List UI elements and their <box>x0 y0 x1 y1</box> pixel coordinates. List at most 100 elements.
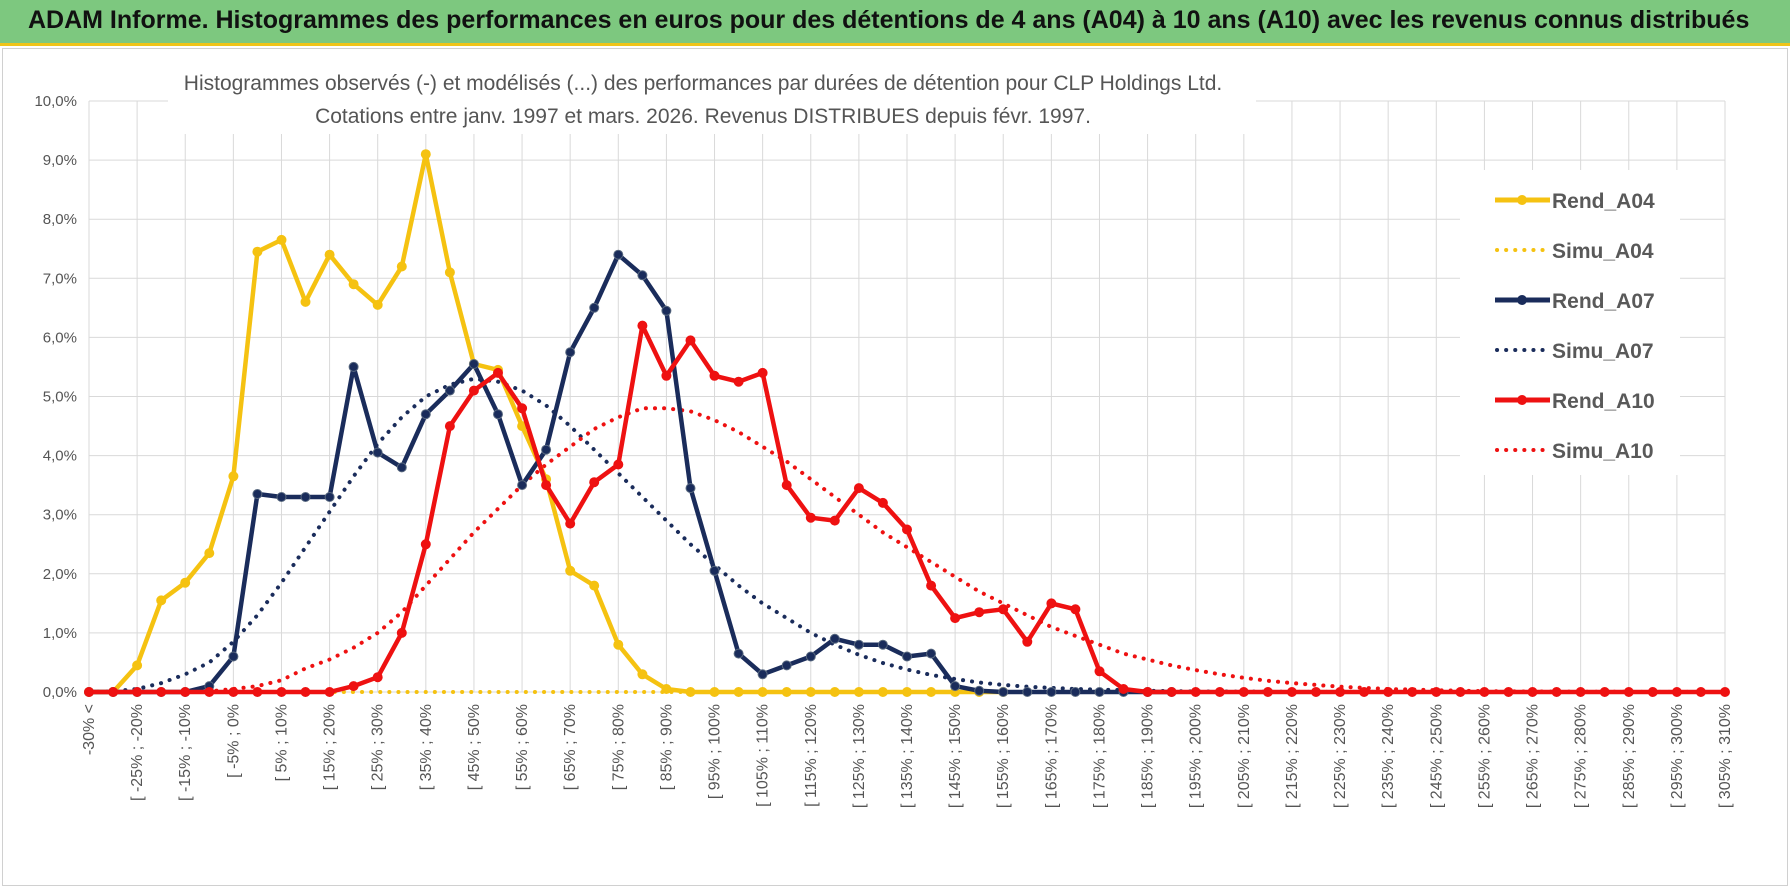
x-tick-label: [ -25% ; -20% <box>129 704 146 801</box>
data-point-rend_a07 <box>877 639 888 650</box>
data-point-rend_a07 <box>396 462 407 473</box>
data-point-rend_a10 <box>1407 687 1418 697</box>
data-point-rend_a04 <box>300 296 311 307</box>
data-point-rend_a10 <box>1022 636 1033 647</box>
x-tick-label: [ 305% ; 310% <box>1717 704 1734 808</box>
data-point-rend_a10 <box>829 515 840 526</box>
x-tick-label: [ 275% ; 280% <box>1573 704 1590 808</box>
x-tick-label: [ 155% ; 160% <box>995 704 1012 808</box>
data-point-rend_a04 <box>637 669 648 680</box>
x-tick-label: [ -5% ; 0% <box>225 704 242 778</box>
data-point-rend_a10 <box>637 320 648 331</box>
data-point-rend_a10 <box>84 687 94 697</box>
data-point-rend_a10 <box>902 524 912 535</box>
data-point-rend_a04 <box>204 548 215 559</box>
data-point-rend_a10 <box>1094 666 1105 677</box>
data-point-rend_a07 <box>926 648 937 659</box>
data-point-rend_a10 <box>1647 687 1658 697</box>
x-tick-label: [ 125% ; 130% <box>851 704 868 808</box>
plot-title-background <box>168 66 1256 134</box>
data-point-rend_a07 <box>685 483 696 494</box>
x-tick-label: [ 215% ; 220% <box>1284 704 1301 808</box>
y-tick-label: 5,0% <box>43 389 77 406</box>
data-point-rend_a10 <box>1214 687 1225 697</box>
x-tick-label: [ 245% ; 250% <box>1428 704 1445 808</box>
data-point-rend_a07 <box>733 648 744 659</box>
data-point-rend_a10 <box>1575 687 1586 697</box>
data-point-rend_a07 <box>829 633 840 644</box>
data-point-rend_a04 <box>853 687 864 697</box>
data-point-rend_a10 <box>1503 687 1514 697</box>
data-point-rend_a10 <box>493 367 503 378</box>
legend-label-simu_a07: Simu_A07 <box>1552 340 1654 363</box>
data-point-rend_a04 <box>926 687 937 697</box>
data-point-rend_a04 <box>348 279 359 290</box>
x-tick-label: [ 15% ; 20% <box>322 704 339 790</box>
data-point-rend_a07 <box>493 409 503 420</box>
data-point-rend_a07 <box>805 651 816 662</box>
data-point-rend_a07 <box>372 447 383 458</box>
data-point-rend_a10 <box>1479 687 1490 697</box>
data-point-rend_a07 <box>228 651 239 662</box>
data-point-rend_a04 <box>252 246 263 257</box>
data-point-rend_a10 <box>1359 687 1370 697</box>
x-tick-label: [ 45% ; 50% <box>466 704 483 790</box>
x-tick-label: [ 5% ; 10% <box>273 704 290 781</box>
data-point-rend_a10 <box>1311 687 1321 697</box>
y-tick-label: 9,0% <box>43 152 77 169</box>
data-point-rend_a10 <box>396 627 407 638</box>
data-point-rend_a10 <box>781 480 792 491</box>
data-point-rend_a04 <box>132 660 143 671</box>
x-tick-label: -30% < <box>81 704 98 755</box>
legend-label-simu_a10: Simu_A10 <box>1552 440 1654 463</box>
data-point-rend_a04 <box>757 687 768 697</box>
data-point-rend_a10 <box>877 497 888 508</box>
data-point-rend_a04 <box>372 299 383 310</box>
data-point-rend_a04 <box>396 261 407 272</box>
data-point-rend_a10 <box>300 687 311 697</box>
data-point-rend_a10 <box>926 580 937 591</box>
data-point-rend_a10 <box>1262 687 1273 697</box>
legend-label-rend_a10: Rend_A10 <box>1552 390 1655 413</box>
data-point-rend_a10 <box>998 604 1009 615</box>
legend-label-rend_a04: Rend_A04 <box>1552 190 1655 213</box>
data-point-rend_a10 <box>805 512 816 523</box>
data-point-rend_a04 <box>156 595 167 606</box>
x-tick-label: [ 95% ; 100% <box>707 704 724 799</box>
y-tick-label: 8,0% <box>43 211 77 228</box>
y-tick-label: 6,0% <box>43 329 77 346</box>
x-tick-label: [ 295% ; 300% <box>1669 704 1686 808</box>
data-point-rend_a04 <box>733 687 744 697</box>
data-point-rend_a04 <box>805 687 816 697</box>
x-tick-label: [ 225% ; 230% <box>1332 704 1349 808</box>
x-tick-label: [ 75% ; 80% <box>610 704 627 790</box>
data-point-rend_a10 <box>420 539 431 550</box>
data-point-rend_a07 <box>1046 687 1057 697</box>
data-point-rend_a10 <box>1455 687 1466 697</box>
data-point-rend_a10 <box>1695 687 1706 697</box>
data-point-rend_a07 <box>757 669 768 680</box>
header-banner: ADAM Informe. Histogrammes des performan… <box>0 0 1790 46</box>
series-layer <box>84 149 1730 697</box>
legend-marker-rend_a07 <box>1517 295 1527 305</box>
series-line-rend_a04 <box>89 151 1004 695</box>
data-point-rend_a04 <box>228 471 239 482</box>
plot-title-line1: Histogrammes observés (-) et modélisés (… <box>184 72 1222 95</box>
data-point-rend_a07 <box>468 359 479 369</box>
data-point-rend_a04 <box>324 249 335 260</box>
data-point-rend_a10 <box>1238 687 1249 697</box>
data-point-rend_a04 <box>565 565 576 576</box>
data-point-rend_a07 <box>661 305 672 316</box>
data-point-rend_a04 <box>180 577 191 588</box>
legend-label-rend_a07: Rend_A07 <box>1552 290 1655 313</box>
data-point-rend_a10 <box>1335 687 1346 697</box>
data-point-rend_a07 <box>781 660 792 671</box>
data-point-rend_a04 <box>661 684 672 694</box>
data-point-rend_a10 <box>228 687 239 697</box>
data-point-rend_a07 <box>444 385 455 396</box>
page-title: ADAM Informe. Histogrammes des performan… <box>28 6 1750 34</box>
data-point-rend_a04 <box>420 149 431 160</box>
x-tick-label: [ 65% ; 70% <box>562 704 579 790</box>
data-point-rend_a10 <box>1046 598 1057 609</box>
